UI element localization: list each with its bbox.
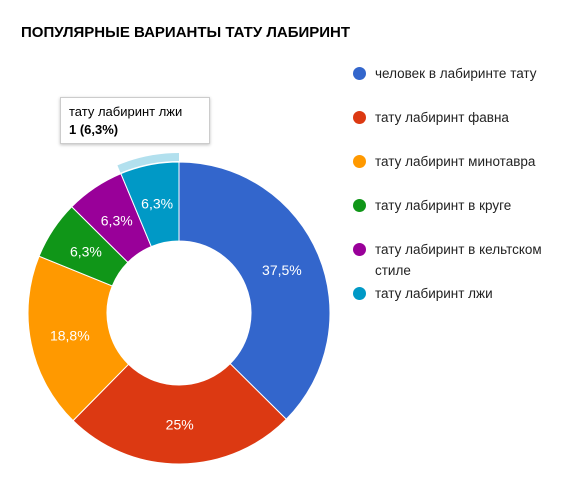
- slice-label: 25%: [166, 416, 194, 432]
- slice-label: 6,3%: [101, 213, 133, 229]
- slice-label: 37,5%: [262, 262, 302, 278]
- tooltip-value: 1 (6,3%): [69, 122, 119, 137]
- legend-swatch: [353, 111, 366, 124]
- slice-label: 6,3%: [141, 196, 173, 212]
- slice[interactable]: [27, 255, 130, 422]
- legend-swatch: [353, 243, 366, 256]
- slice[interactable]: [120, 161, 180, 248]
- legend-swatch: [353, 199, 366, 212]
- slice-label: 6,3%: [70, 244, 102, 260]
- legend-swatch: [353, 287, 366, 300]
- legend-item[interactable]: тату лабиринт в круге: [353, 195, 558, 239]
- legend-label: человек в лабиринте тату: [375, 66, 537, 81]
- legend-label: тату лабиринт минотавра: [375, 154, 536, 169]
- legend-item[interactable]: тату лабиринт лжи: [353, 283, 558, 327]
- legend-item[interactable]: тату лабиринт фавна: [353, 107, 558, 151]
- legend-item[interactable]: человек в лабиринте тату: [353, 63, 558, 107]
- legend-label: тату лабиринт в кельтском стиле: [375, 242, 542, 278]
- legend-item[interactable]: тату лабиринт в кельтском стиле: [353, 239, 558, 283]
- legend-label: тату лабиринт лжи: [375, 286, 493, 301]
- legend-label: тату лабиринт фавна: [375, 110, 509, 125]
- slice-highlight: [117, 153, 179, 173]
- slice-label: 18,8%: [50, 328, 90, 344]
- legend-swatch: [353, 155, 366, 168]
- legend-item[interactable]: тату лабиринт минотавра: [353, 151, 558, 195]
- legend-label: тату лабиринт в круге: [375, 198, 512, 213]
- tooltip: тату лабиринт лжи 1 (6,3%): [60, 97, 210, 144]
- chart-title: ПОПУЛЯРНЫЕ ВАРИАНТЫ ТАТУ ЛАБИРИНТ: [21, 24, 351, 41]
- tooltip-title: тату лабиринт лжи: [69, 104, 183, 119]
- legend-swatch: [353, 67, 366, 80]
- legend: человек в лабиринте тату тату лабиринт ф…: [353, 63, 558, 327]
- slice[interactable]: [72, 362, 287, 465]
- slice[interactable]: [178, 161, 331, 420]
